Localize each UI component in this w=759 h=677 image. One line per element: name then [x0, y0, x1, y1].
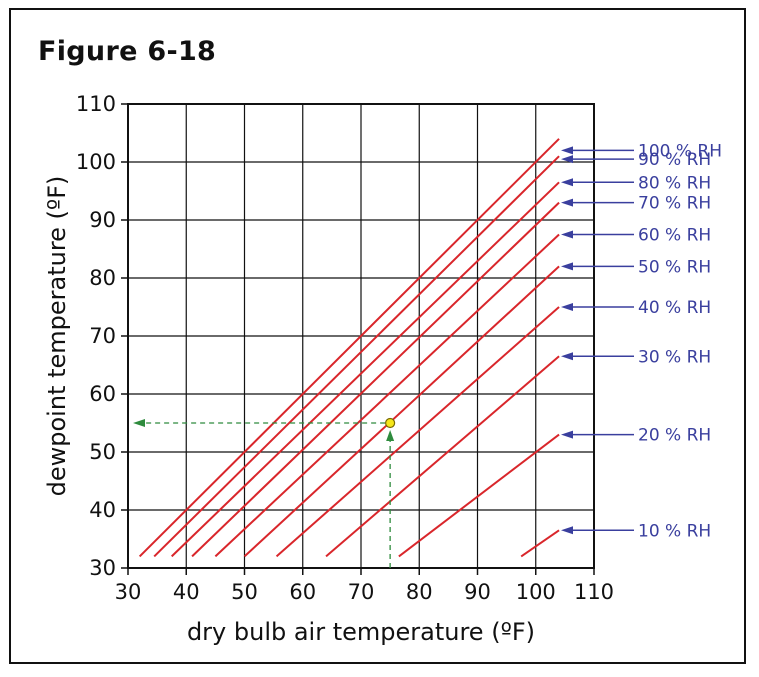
rh-label: 10 % RH: [638, 521, 711, 541]
y-tick-label: 50: [89, 440, 116, 464]
y-tick-label: 100: [76, 150, 116, 174]
rh-arrowhead: [561, 262, 573, 271]
y-tick-label: 40: [89, 498, 116, 522]
rh-arrowhead: [561, 178, 573, 187]
y-tick-label: 80: [89, 266, 116, 290]
x-tick-label: 70: [348, 580, 375, 604]
rh-label: 90 % RH: [638, 150, 711, 170]
x-axis-label: dry bulb air temperature (ºF): [187, 618, 535, 646]
x-tick-label: 110: [574, 580, 614, 604]
rh-arrowhead: [561, 146, 573, 155]
x-tick-label: 30: [115, 580, 142, 604]
rh-arrowhead: [561, 430, 573, 439]
rh-arrowhead: [561, 198, 573, 207]
y-tick-label: 70: [89, 324, 116, 348]
x-tick-label: 100: [516, 580, 556, 604]
rh-line: [191, 201, 560, 558]
rh-label: 30 % RH: [638, 347, 711, 367]
y-axis-label: dewpoint temperature (ºF): [43, 176, 71, 497]
y-tick-label: 60: [89, 382, 116, 406]
rh-label: 70 % RH: [638, 194, 711, 214]
rh-label: 20 % RH: [638, 426, 711, 446]
rh-line: [138, 138, 560, 558]
rh-arrowhead: [561, 303, 573, 311]
figure-title: Figure 6-18: [38, 36, 217, 67]
rh-line: [275, 306, 560, 558]
rh-line: [170, 181, 560, 558]
guide-arrowhead-up: [386, 430, 395, 441]
rh-arrowhead: [561, 352, 573, 361]
rh-label: 40 % RH: [638, 298, 711, 318]
rh-arrowhead: [561, 155, 573, 164]
x-tick-label: 60: [289, 580, 316, 604]
reading-marker: [385, 417, 396, 429]
rh-line: [325, 355, 560, 558]
y-tick-label: 30: [89, 556, 116, 580]
rh-label: 80 % RH: [638, 173, 711, 193]
rh-arrowhead: [561, 526, 573, 535]
rh-line: [398, 433, 560, 558]
rh-line: [243, 265, 560, 558]
x-tick-label: 40: [173, 580, 200, 604]
y-tick-label: 90: [89, 208, 116, 232]
rh-arrowhead: [561, 230, 573, 239]
rh-line: [153, 155, 560, 558]
x-tick-label: 50: [231, 580, 258, 604]
guide-arrowhead-left: [133, 419, 145, 427]
x-tick-label: 80: [406, 580, 433, 604]
rh-label: 60 % RH: [638, 226, 711, 246]
rh-line: [214, 233, 560, 558]
rh-label: 100 % RH: [638, 141, 722, 161]
x-tick-label: 90: [464, 580, 491, 604]
rh-label: 50 % RH: [638, 257, 711, 277]
rh-line: [520, 529, 560, 558]
y-tick-label: 110: [76, 92, 116, 116]
